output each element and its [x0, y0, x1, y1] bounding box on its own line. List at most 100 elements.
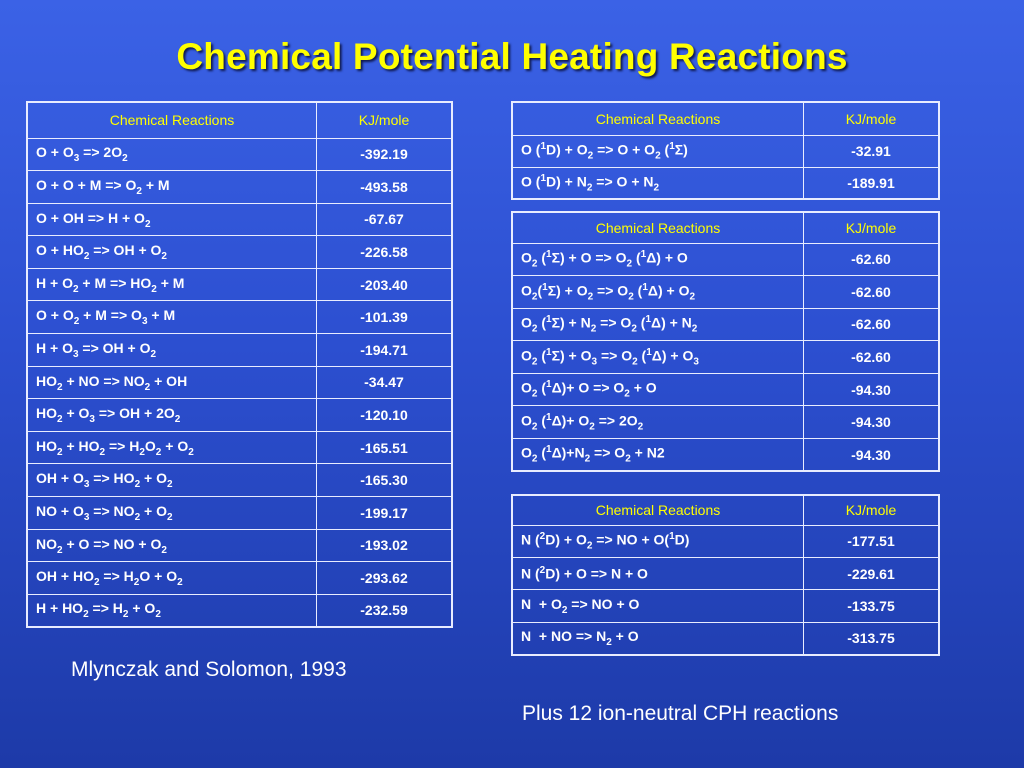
table-row: H + HO2 => H2 + O2 -232.59: [26, 593, 453, 628]
reaction-cell: O (1D) + O2 => O + O2 (1Σ): [511, 134, 804, 168]
table-row: H + O3 => OH + O2 -194.71: [26, 333, 453, 367]
table-row: O + OH => H + O2 -67.67: [26, 202, 453, 237]
table-row: O2 (1Δ)+N2 => O2 + N2 -94.30: [511, 438, 940, 472]
energy-value-cell: -67.67: [316, 202, 453, 237]
table-row: N + NO => N2 + O -313.75: [511, 621, 940, 656]
reaction-cell: N (2D) + O => N + O: [511, 556, 804, 591]
reaction-cell: O (1D) + N2 => O + N2: [511, 166, 804, 200]
reaction-cell: H + HO2 => H2 + O2: [26, 593, 317, 628]
column-header-reactions: Chemical Reactions: [26, 101, 317, 139]
energy-value-cell: -313.75: [803, 621, 940, 656]
column-header-reactions: Chemical Reactions: [511, 101, 804, 136]
energy-value-cell: -193.02: [316, 528, 453, 563]
slide-title: Chemical Potential Heating Reactions: [176, 36, 848, 77]
reactions-table-o1d: Chemical Reactions KJ/mole O (1D) + O2 => …: [511, 101, 940, 200]
energy-value-cell: -226.58: [316, 235, 453, 269]
table-row: OH + HO2 => H2O + O2 -293.62: [26, 561, 453, 595]
energy-value-cell: -165.30: [316, 463, 453, 498]
table-row: N (2D) + O => N + O -229.61: [511, 556, 940, 591]
reaction-cell: O2(1Σ) + O2 => O2 (1Δ) + O2: [511, 275, 804, 309]
reaction-cell: OH + HO2 => H2O + O2: [26, 561, 317, 595]
energy-value-cell: -165.51: [316, 430, 453, 465]
table-header-row: Chemical Reactions KJ/mole: [511, 494, 940, 526]
table-row: HO2 + NO => NO2 + OH -34.47: [26, 365, 453, 400]
citation-text: Mlynczak and Solomon, 1993: [71, 658, 347, 681]
reaction-cell: O2 (1Δ)+ O => O2 + O: [511, 372, 804, 407]
energy-value-cell: -94.30: [803, 372, 940, 407]
energy-value-cell: -194.71: [316, 333, 453, 367]
column-header-energy: KJ/mole: [316, 101, 453, 139]
column-header-reactions: Chemical Reactions: [511, 211, 804, 244]
energy-value-cell: -392.19: [316, 137, 453, 172]
table-row: O2(1Σ) + O2 => O2 (1Δ) + O2 -62.60: [511, 275, 940, 309]
reaction-cell: NO2 + O => NO + O2: [26, 528, 317, 563]
table-row: HO2 + O3 => OH + 2O2 -120.10: [26, 398, 453, 432]
reaction-cell: OH + O3 => HO2 + O2: [26, 463, 317, 498]
table-row: N + O2 => NO + O -133.75: [511, 589, 940, 623]
table-header-row: Chemical Reactions KJ/mole: [26, 101, 453, 139]
energy-value-cell: -493.58: [316, 170, 453, 204]
table-row: O (1D) + O2 => O + O2 (1Σ) -32.91: [511, 134, 940, 168]
reaction-cell: O2 (1Δ)+N2 => O2 + N2: [511, 438, 804, 472]
energy-value-cell: -133.75: [803, 589, 940, 623]
table-row: O (1D) + N2 => O + N2 -189.91: [511, 166, 940, 200]
energy-value-cell: -293.62: [316, 561, 453, 595]
column-header-energy: KJ/mole: [803, 494, 940, 526]
energy-value-cell: -34.47: [316, 365, 453, 400]
reactions-table-o2-excited: Chemical Reactions KJ/mole O2 (1Σ) + O => …: [511, 211, 940, 473]
table-row: O + O2 + M => O3 + M -101.39: [26, 300, 453, 335]
table-header-row: Chemical Reactions KJ/mole: [511, 101, 940, 136]
energy-value-cell: -177.51: [803, 524, 940, 558]
energy-value-cell: -189.91: [803, 166, 940, 200]
reaction-cell: O + OH => H + O2: [26, 202, 317, 237]
column-header-reactions: Chemical Reactions: [511, 494, 804, 526]
energy-value-cell: -101.39: [316, 300, 453, 335]
table-row: NO2 + O => NO + O2 -193.02: [26, 528, 453, 563]
reaction-cell: H + O3 => OH + O2: [26, 333, 317, 367]
energy-value-cell: -203.40: [316, 267, 453, 302]
energy-value-cell: -232.59: [316, 593, 453, 628]
table-row: H + O2 + M => HO2 + M -203.40: [26, 267, 453, 302]
table-row: O2 (1Σ) + N2 => O2 (1Δ) + N2 -62.60: [511, 307, 940, 342]
energy-value-cell: -62.60: [803, 340, 940, 374]
reaction-cell: O2 (1Σ) + N2 => O2 (1Δ) + N2: [511, 307, 804, 342]
table-row: O2 (1Δ)+ O2 => 2O2 -94.30: [511, 405, 940, 440]
reaction-cell: NO + O3 => NO2 + O2: [26, 496, 317, 530]
reactions-table-main: Chemical Reactions KJ/mole O + O3 => 2O2 -3…: [26, 101, 453, 628]
reaction-cell: O2 (1Σ) + O3 => O2 (1Δ) + O3: [511, 340, 804, 374]
reaction-cell: O2 (1Δ)+ O2 => 2O2: [511, 405, 804, 440]
reaction-cell: O + O3 => 2O2: [26, 137, 317, 172]
reaction-cell: H + O2 + M => HO2 + M: [26, 267, 317, 302]
column-header-energy: KJ/mole: [803, 101, 940, 136]
energy-value-cell: -120.10: [316, 398, 453, 432]
table-row: OH + O3 => HO2 + O2 -165.30: [26, 463, 453, 498]
reaction-cell: N + O2 => NO + O: [511, 589, 804, 623]
table-row: O2 (1Δ)+ O => O2 + O -94.30: [511, 372, 940, 407]
table-row: O2 (1Σ) + O3 => O2 (1Δ) + O3 -62.60: [511, 340, 940, 374]
reaction-cell: HO2 + NO => NO2 + OH: [26, 365, 317, 400]
energy-value-cell: -32.91: [803, 134, 940, 168]
table-row: HO2 + HO2 => H2O2 + O2 -165.51: [26, 430, 453, 465]
reaction-cell: N (2D) + O2 => NO + O(1D): [511, 524, 804, 558]
footnote-text: Plus 12 ion-neutral CPH reactions: [522, 702, 839, 725]
reaction-cell: HO2 + O3 => OH + 2O2: [26, 398, 317, 432]
reaction-cell: O + HO2 => OH + O2: [26, 235, 317, 269]
energy-value-cell: -94.30: [803, 438, 940, 472]
column-header-energy: KJ/mole: [803, 211, 940, 244]
table-row: NO + O3 => NO2 + O2 -199.17: [26, 496, 453, 530]
energy-value-cell: -62.60: [803, 242, 940, 277]
table-header-row: Chemical Reactions KJ/mole: [511, 211, 940, 244]
energy-value-cell: -62.60: [803, 275, 940, 309]
energy-value-cell: -229.61: [803, 556, 940, 591]
reaction-cell: O + O + M => O2 + M: [26, 170, 317, 204]
table-row: N (2D) + O2 => NO + O(1D) -177.51: [511, 524, 940, 558]
table-row: O + O3 => 2O2 -392.19: [26, 137, 453, 172]
table-row: O + HO2 => OH + O2 -226.58: [26, 235, 453, 269]
table-row: O + O + M => O2 + M -493.58: [26, 170, 453, 204]
table-row: O2 (1Σ) + O => O2 (1Δ) + O -62.60: [511, 242, 940, 277]
reaction-cell: HO2 + HO2 => H2O2 + O2: [26, 430, 317, 465]
reactions-table-n2d: Chemical Reactions KJ/mole N (2D) + O2 => …: [511, 494, 940, 656]
reaction-cell: O + O2 + M => O3 + M: [26, 300, 317, 335]
energy-value-cell: -62.60: [803, 307, 940, 342]
energy-value-cell: -199.17: [316, 496, 453, 530]
